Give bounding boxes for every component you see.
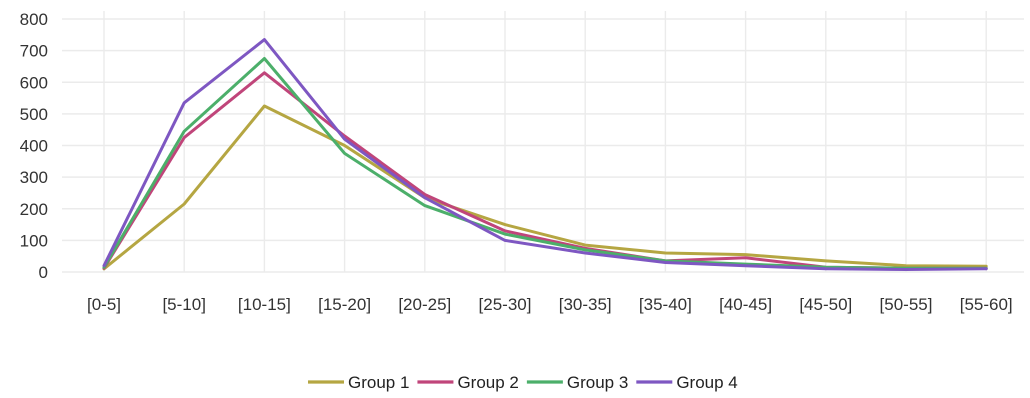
x-tick-label: [40-45] [719,295,772,314]
legend-item-2: Group 2 [417,373,519,392]
y-tick-label: 300 [20,168,48,187]
x-tick-label: [50-55] [880,295,933,314]
x-tick-label: [20-25] [398,295,451,314]
legend-label: Group 1 [348,373,409,392]
series-line-3 [102,57,988,270]
x-tick-label: [5-10] [162,295,205,314]
legend-label: Group 2 [457,373,518,392]
series-line-2 [102,71,988,270]
legend: Group 1 Group 2 Group 3 Group 4 [308,373,738,392]
y-tick-label: 100 [20,231,48,250]
x-tick-label: [25-30] [479,295,532,314]
y-axis-tick-labels: 0 100 200 300 400 500 600 700 800 [20,10,48,282]
y-tick-label: 400 [20,137,48,156]
series-line-1 [102,104,988,271]
y-tick-label: 0 [39,263,48,282]
x-tick-label: [0-5] [87,295,121,314]
y-tick-label: 700 [20,42,48,61]
x-tick-label: [55-60] [960,295,1013,314]
y-tick-label: 600 [20,73,48,92]
x-tick-label: [30-35] [559,295,612,314]
x-tick-label: [15-20] [318,295,371,314]
legend-label: Group 3 [567,373,628,392]
x-tick-label: [10-15] [238,295,291,314]
x-grid [103,11,987,272]
legend-item-4: Group 4 [636,373,738,392]
legend-item-3: Group 3 [526,373,628,392]
y-grid [62,18,1024,273]
series-line-4 [102,38,988,271]
x-tick-label: [35-40] [639,295,692,314]
y-tick-label: 500 [20,105,48,124]
y-tick-label: 800 [20,10,48,29]
x-axis-tick-labels: [0-5] [5-10] [10-15] [15-20] [20-25] [25-30] [… [87,295,1013,314]
x-tick-label: [45-50] [799,295,852,314]
legend-label: Group 4 [676,373,737,392]
series-lines [102,38,988,271]
legend-item-1: Group 1 [308,373,409,392]
y-tick-label: 200 [20,200,48,219]
